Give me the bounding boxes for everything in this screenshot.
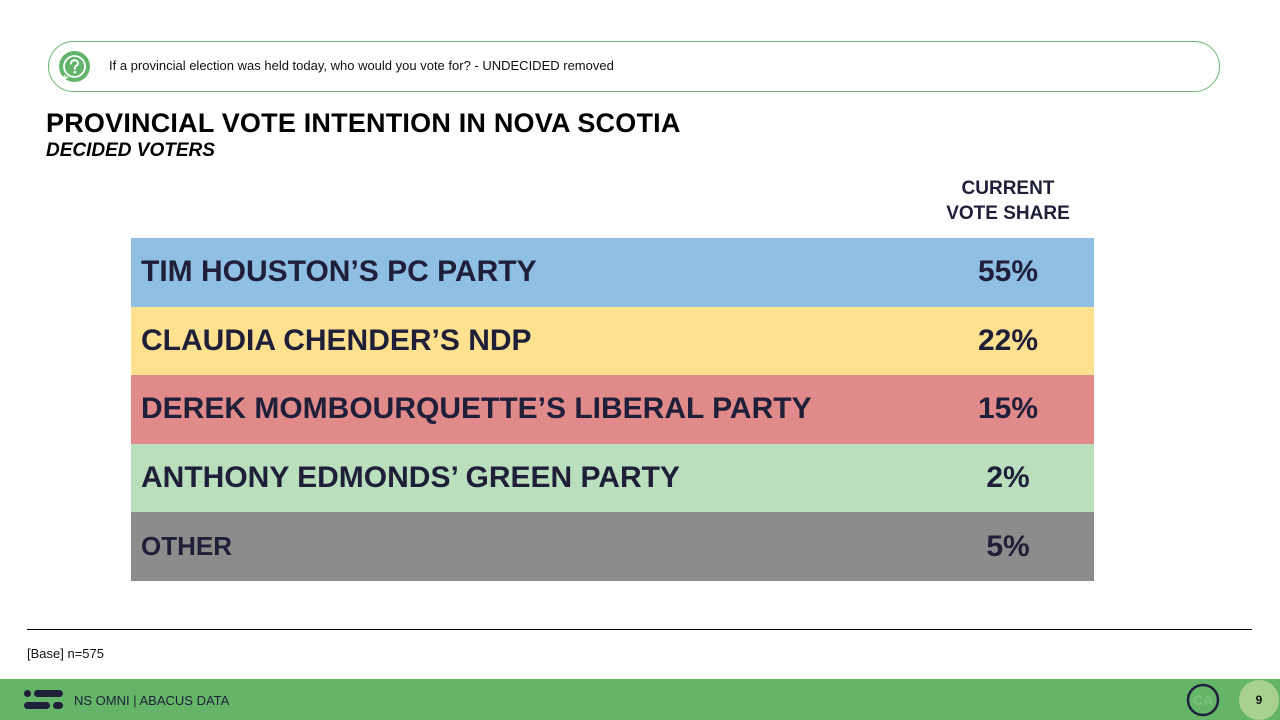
table-row: CLAUDIA CHENDER’S NDP 22% (131, 306, 1094, 376)
base-note: [Base] n=575 (27, 646, 104, 661)
table-row: DEREK MOMBOURQUETTE’S LIBERAL PARTY 15% (131, 375, 1094, 444)
page-number: 9 (1239, 680, 1279, 720)
ca-logo-icon: CA (1186, 683, 1220, 717)
vote-share-table: TIM HOUSTON’S PC PARTY 55% CLAUDIA CHEND… (131, 238, 1094, 581)
column-header-line1: CURRENT (961, 178, 1055, 199)
column-header: CURRENT VOTE SHARE (922, 176, 1094, 226)
vote-share-value: 5% (986, 529, 1030, 563)
party-label: OTHER (141, 531, 232, 562)
vote-share-value: 22% (977, 323, 1039, 357)
footer-divider (27, 629, 1252, 630)
table-row: OTHER 5% (131, 512, 1094, 581)
question-circle-icon (59, 51, 90, 82)
table-row: ANTHONY EDMONDS’ GREEN PARTY 2% (131, 443, 1094, 513)
page-subtitle: DECIDED VOTERS (46, 140, 215, 161)
party-label: TIM HOUSTON’S PC PARTY (141, 255, 537, 289)
question-text: If a provincial election was held today,… (109, 58, 614, 73)
vote-share-value: 15% (977, 392, 1039, 426)
vote-share-value: 55% (977, 255, 1039, 289)
footer-text: NS OMNI | ABACUS DATA (74, 693, 230, 708)
page-title: PROVINCIAL VOTE INTENTION IN NOVA SCOTIA (46, 108, 681, 138)
party-label: ANTHONY EDMONDS’ GREEN PARTY (141, 461, 680, 495)
svg-text:CA: CA (1193, 692, 1213, 708)
footer-bar: NS OMNI | ABACUS DATA CA (0, 679, 1280, 720)
column-header-line2: VOTE SHARE (946, 203, 1070, 224)
party-label: DEREK MOMBOURQUETTE’S LIBERAL PARTY (141, 392, 812, 426)
table-row: TIM HOUSTON’S PC PARTY 55% (131, 238, 1094, 307)
vote-share-value: 2% (986, 461, 1030, 495)
abacus-logo-icon (24, 689, 64, 711)
party-label: CLAUDIA CHENDER’S NDP (141, 323, 532, 357)
question-box: If a provincial election was held today,… (48, 41, 1220, 92)
